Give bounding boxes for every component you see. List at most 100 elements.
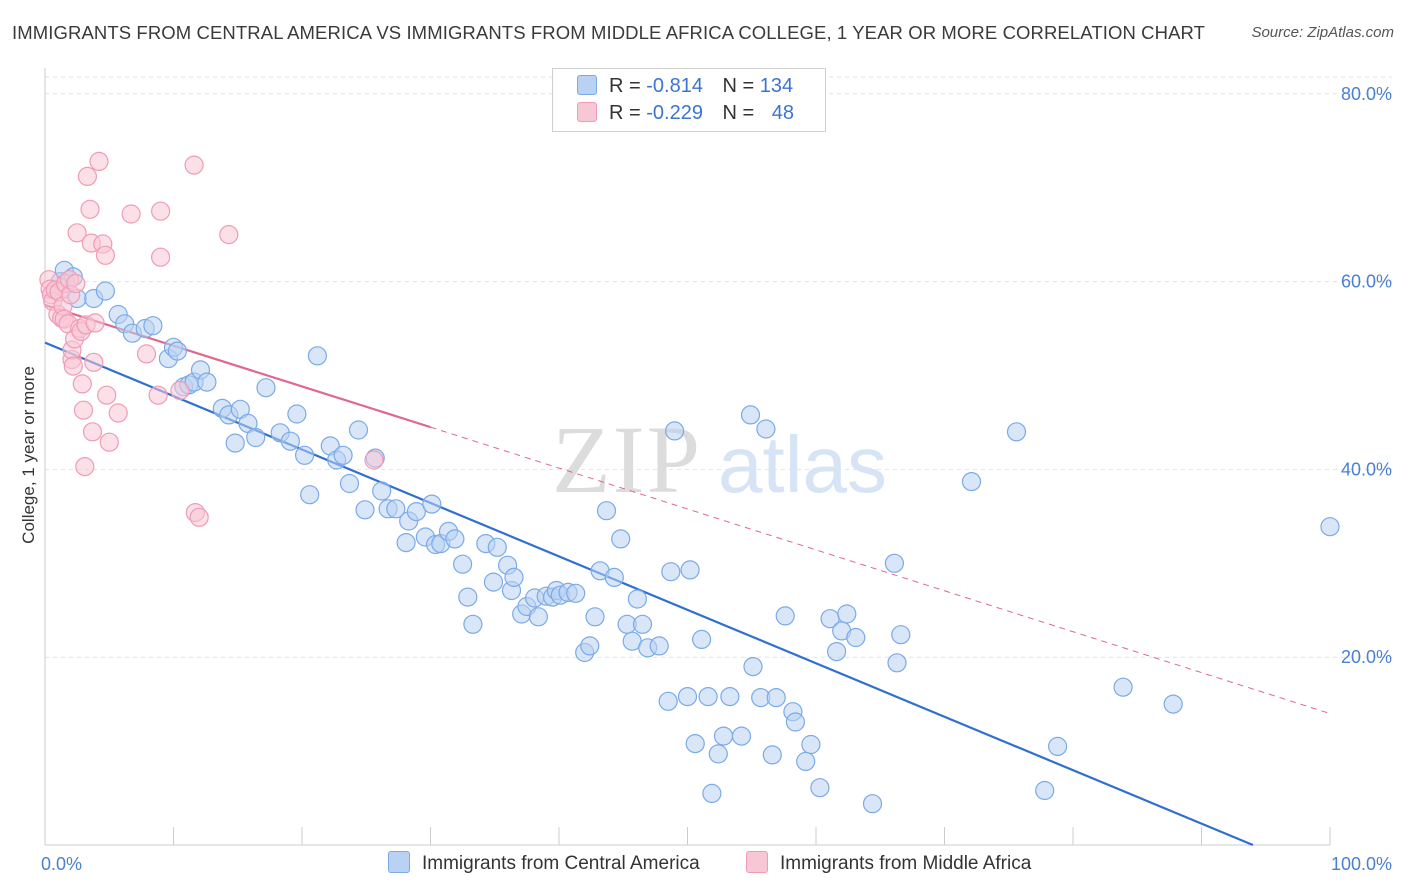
point-central-america xyxy=(698,686,718,707)
point-middle-africa xyxy=(151,247,171,267)
point-central-america xyxy=(837,604,857,624)
series-swatch-middle-africa xyxy=(746,851,768,873)
point-central-america xyxy=(664,421,685,441)
series-legend: Immigrants from Central America Immigran… xyxy=(0,851,1406,879)
point-middle-africa xyxy=(170,380,190,401)
point-central-america xyxy=(611,529,631,549)
point-central-america xyxy=(713,726,734,746)
point-central-america xyxy=(487,537,507,557)
point-middle-africa xyxy=(189,507,209,527)
point-central-america xyxy=(453,554,473,574)
point-central-america xyxy=(463,614,483,634)
point-central-america xyxy=(731,726,752,746)
point-middle-africa xyxy=(95,245,116,265)
point-middle-africa xyxy=(148,385,168,405)
point-central-america xyxy=(810,778,830,798)
point-middle-africa xyxy=(364,450,384,470)
legend-row-middle-africa: R = -0.229 N = 48 xyxy=(577,102,794,126)
point-central-america xyxy=(801,734,821,755)
y-tick-label: 80.0% xyxy=(1341,84,1392,104)
series-swatch-central-america xyxy=(388,851,410,873)
watermark-atlas: atlas xyxy=(718,420,887,509)
legend-r-value: -0.229 xyxy=(646,102,703,124)
point-central-america xyxy=(961,472,982,492)
point-central-america xyxy=(756,419,776,439)
point-central-america xyxy=(280,431,300,451)
point-central-america xyxy=(355,500,375,520)
point-middle-africa xyxy=(108,403,128,423)
point-central-america xyxy=(246,427,266,448)
point-central-america xyxy=(604,567,624,588)
point-central-america xyxy=(826,641,847,662)
point-central-america xyxy=(1047,736,1068,757)
point-middle-africa xyxy=(73,400,94,420)
point-central-america xyxy=(504,567,524,588)
legend-r-value: -0.814 xyxy=(646,75,703,97)
legend-swatch-central-america xyxy=(577,75,597,95)
legend-n-value: 134 xyxy=(759,75,794,97)
point-central-america xyxy=(1113,677,1133,697)
stats-legend: R = -0.814 N = 134 R = -0.229 N = 48 xyxy=(552,68,826,132)
point-central-america xyxy=(743,656,763,677)
point-central-america xyxy=(167,341,187,361)
data-points xyxy=(39,151,1340,814)
point-central-america xyxy=(483,572,504,592)
legend-row-central-america: R = -0.814 N = 134 xyxy=(577,75,793,99)
point-central-america xyxy=(295,445,315,465)
point-central-america xyxy=(386,499,406,519)
point-central-america xyxy=(766,687,786,708)
point-middle-africa xyxy=(67,223,87,243)
chart-title: IMMIGRANTS FROM CENTRAL AMERICA VS IMMIG… xyxy=(12,22,1206,43)
point-central-america xyxy=(762,745,782,765)
point-central-america xyxy=(339,473,360,494)
point-central-america xyxy=(775,606,795,626)
point-central-america xyxy=(528,607,549,627)
point-middle-africa xyxy=(84,352,104,372)
y-tick-labels: 20.0% 40.0% 60.0% 80.0% xyxy=(1341,84,1392,667)
point-central-america xyxy=(884,553,905,573)
point-central-america xyxy=(406,502,426,522)
grid-lines xyxy=(45,76,1392,658)
point-central-america xyxy=(862,794,883,814)
point-middle-africa xyxy=(89,151,109,171)
point-central-america xyxy=(143,316,163,336)
point-central-america xyxy=(785,712,806,732)
point-middle-africa xyxy=(136,344,157,364)
y-tick-label: 60.0% xyxy=(1341,272,1392,292)
point-central-america xyxy=(197,372,217,392)
y-axis-title: College, 1 year or more xyxy=(19,366,38,544)
point-middle-africa xyxy=(80,199,100,219)
legend-n-label: N = xyxy=(722,102,755,124)
point-central-america xyxy=(649,636,669,656)
point-central-america xyxy=(1035,780,1055,801)
point-central-america xyxy=(740,405,761,425)
point-central-america xyxy=(632,614,653,634)
axes xyxy=(44,68,1331,846)
chart-source: Source: ZipAtlas.com xyxy=(1251,24,1394,41)
legend-r-label: R = xyxy=(609,102,641,124)
point-central-america xyxy=(348,420,369,440)
point-central-america xyxy=(658,691,678,711)
y-tick-label: 40.0% xyxy=(1341,459,1392,479)
point-central-america xyxy=(256,378,276,398)
point-central-america xyxy=(372,481,392,501)
x-tick-labels: 0.0% 100.0% xyxy=(41,854,1392,874)
point-middle-africa xyxy=(72,374,92,394)
point-central-america xyxy=(95,281,116,301)
legend-n-label: N = xyxy=(722,75,755,97)
point-central-america xyxy=(708,744,728,764)
point-middle-africa xyxy=(99,432,119,452)
point-central-america xyxy=(287,404,307,424)
point-middle-africa xyxy=(85,313,105,333)
point-central-america xyxy=(445,529,465,549)
point-central-america xyxy=(1163,694,1183,714)
point-central-america xyxy=(333,445,353,465)
point-central-america xyxy=(891,625,911,645)
trend-line-middle-africa-extension xyxy=(430,426,1331,715)
point-central-america xyxy=(627,589,648,609)
x-tick-label: 0.0% xyxy=(41,854,82,874)
point-middle-africa xyxy=(63,356,83,376)
point-central-america xyxy=(225,433,245,453)
trend-line-middle-africa xyxy=(44,304,431,429)
point-middle-africa xyxy=(66,273,86,294)
